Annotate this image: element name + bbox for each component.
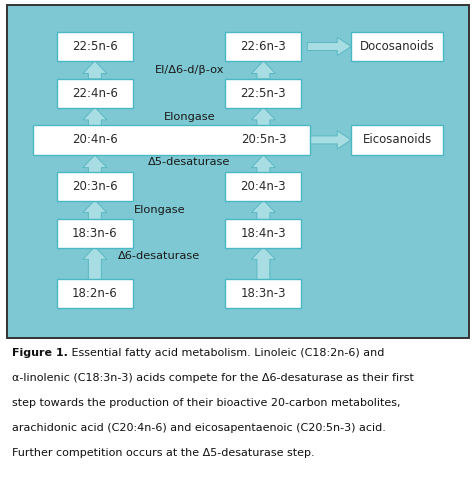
Text: Δ5-desaturase: Δ5-desaturase [149, 157, 231, 167]
Text: Figure 1.: Figure 1. [12, 348, 68, 359]
FancyArrow shape [251, 247, 276, 280]
FancyArrow shape [307, 131, 351, 149]
Text: Docosanoids: Docosanoids [360, 40, 435, 53]
Text: 18:3n-6: 18:3n-6 [72, 227, 118, 240]
FancyBboxPatch shape [57, 218, 133, 248]
Text: Δ6-desaturase: Δ6-desaturase [119, 251, 200, 261]
Text: α-linolenic (C18:3n-3) acids compete for the Δ6-desaturase as their first: α-linolenic (C18:3n-3) acids compete for… [12, 373, 414, 384]
FancyArrow shape [83, 107, 107, 126]
Text: Essential fatty acid metabolism. Linoleic (C18:2n-6) and: Essential fatty acid metabolism. Linolei… [68, 348, 384, 359]
FancyArrow shape [307, 37, 351, 56]
Text: arachidonic acid (C20:4n-6) and eicosapentaenoic (C20:5n-3) acid.: arachidonic acid (C20:4n-6) and eicosape… [12, 423, 386, 433]
FancyArrow shape [251, 200, 276, 220]
FancyBboxPatch shape [7, 5, 469, 338]
Text: 20:4n-3: 20:4n-3 [240, 180, 286, 193]
FancyBboxPatch shape [225, 279, 301, 308]
Text: 22:4n-6: 22:4n-6 [72, 87, 118, 100]
FancyBboxPatch shape [225, 218, 301, 248]
Text: 18:2n-6: 18:2n-6 [72, 287, 118, 300]
FancyBboxPatch shape [57, 279, 133, 308]
FancyArrow shape [83, 200, 107, 220]
Text: 20:4n-6: 20:4n-6 [72, 133, 118, 146]
Text: 18:3n-3: 18:3n-3 [241, 287, 286, 300]
Text: 22:5n-3: 22:5n-3 [240, 87, 286, 100]
FancyBboxPatch shape [225, 79, 301, 108]
FancyBboxPatch shape [225, 172, 301, 201]
FancyBboxPatch shape [32, 125, 309, 155]
FancyBboxPatch shape [57, 79, 133, 108]
Text: Further competition occurs at the Δ5-desaturase step.: Further competition occurs at the Δ5-des… [12, 448, 314, 458]
FancyBboxPatch shape [351, 125, 444, 155]
FancyArrow shape [251, 107, 276, 126]
Text: 20:3n-6: 20:3n-6 [72, 180, 118, 193]
Text: 22:6n-3: 22:6n-3 [240, 40, 286, 53]
FancyBboxPatch shape [225, 32, 301, 61]
FancyArrow shape [251, 155, 276, 173]
FancyArrow shape [251, 61, 276, 79]
FancyArrow shape [83, 61, 107, 79]
FancyBboxPatch shape [57, 32, 133, 61]
Text: El/Δ6-d/β-ox: El/Δ6-d/β-ox [155, 64, 224, 74]
Text: 18:4n-3: 18:4n-3 [240, 227, 286, 240]
FancyArrow shape [83, 155, 107, 173]
Text: step towards the production of their bioactive 20-carbon metabolites,: step towards the production of their bio… [12, 398, 400, 408]
Text: Eicosanoids: Eicosanoids [363, 133, 432, 146]
FancyArrow shape [83, 247, 107, 280]
Text: Elongase: Elongase [164, 112, 215, 122]
FancyBboxPatch shape [351, 32, 444, 61]
FancyBboxPatch shape [57, 172, 133, 201]
Text: Elongase: Elongase [134, 205, 185, 215]
Text: 20:5n-3: 20:5n-3 [241, 133, 286, 146]
Text: 22:5n-6: 22:5n-6 [72, 40, 118, 53]
